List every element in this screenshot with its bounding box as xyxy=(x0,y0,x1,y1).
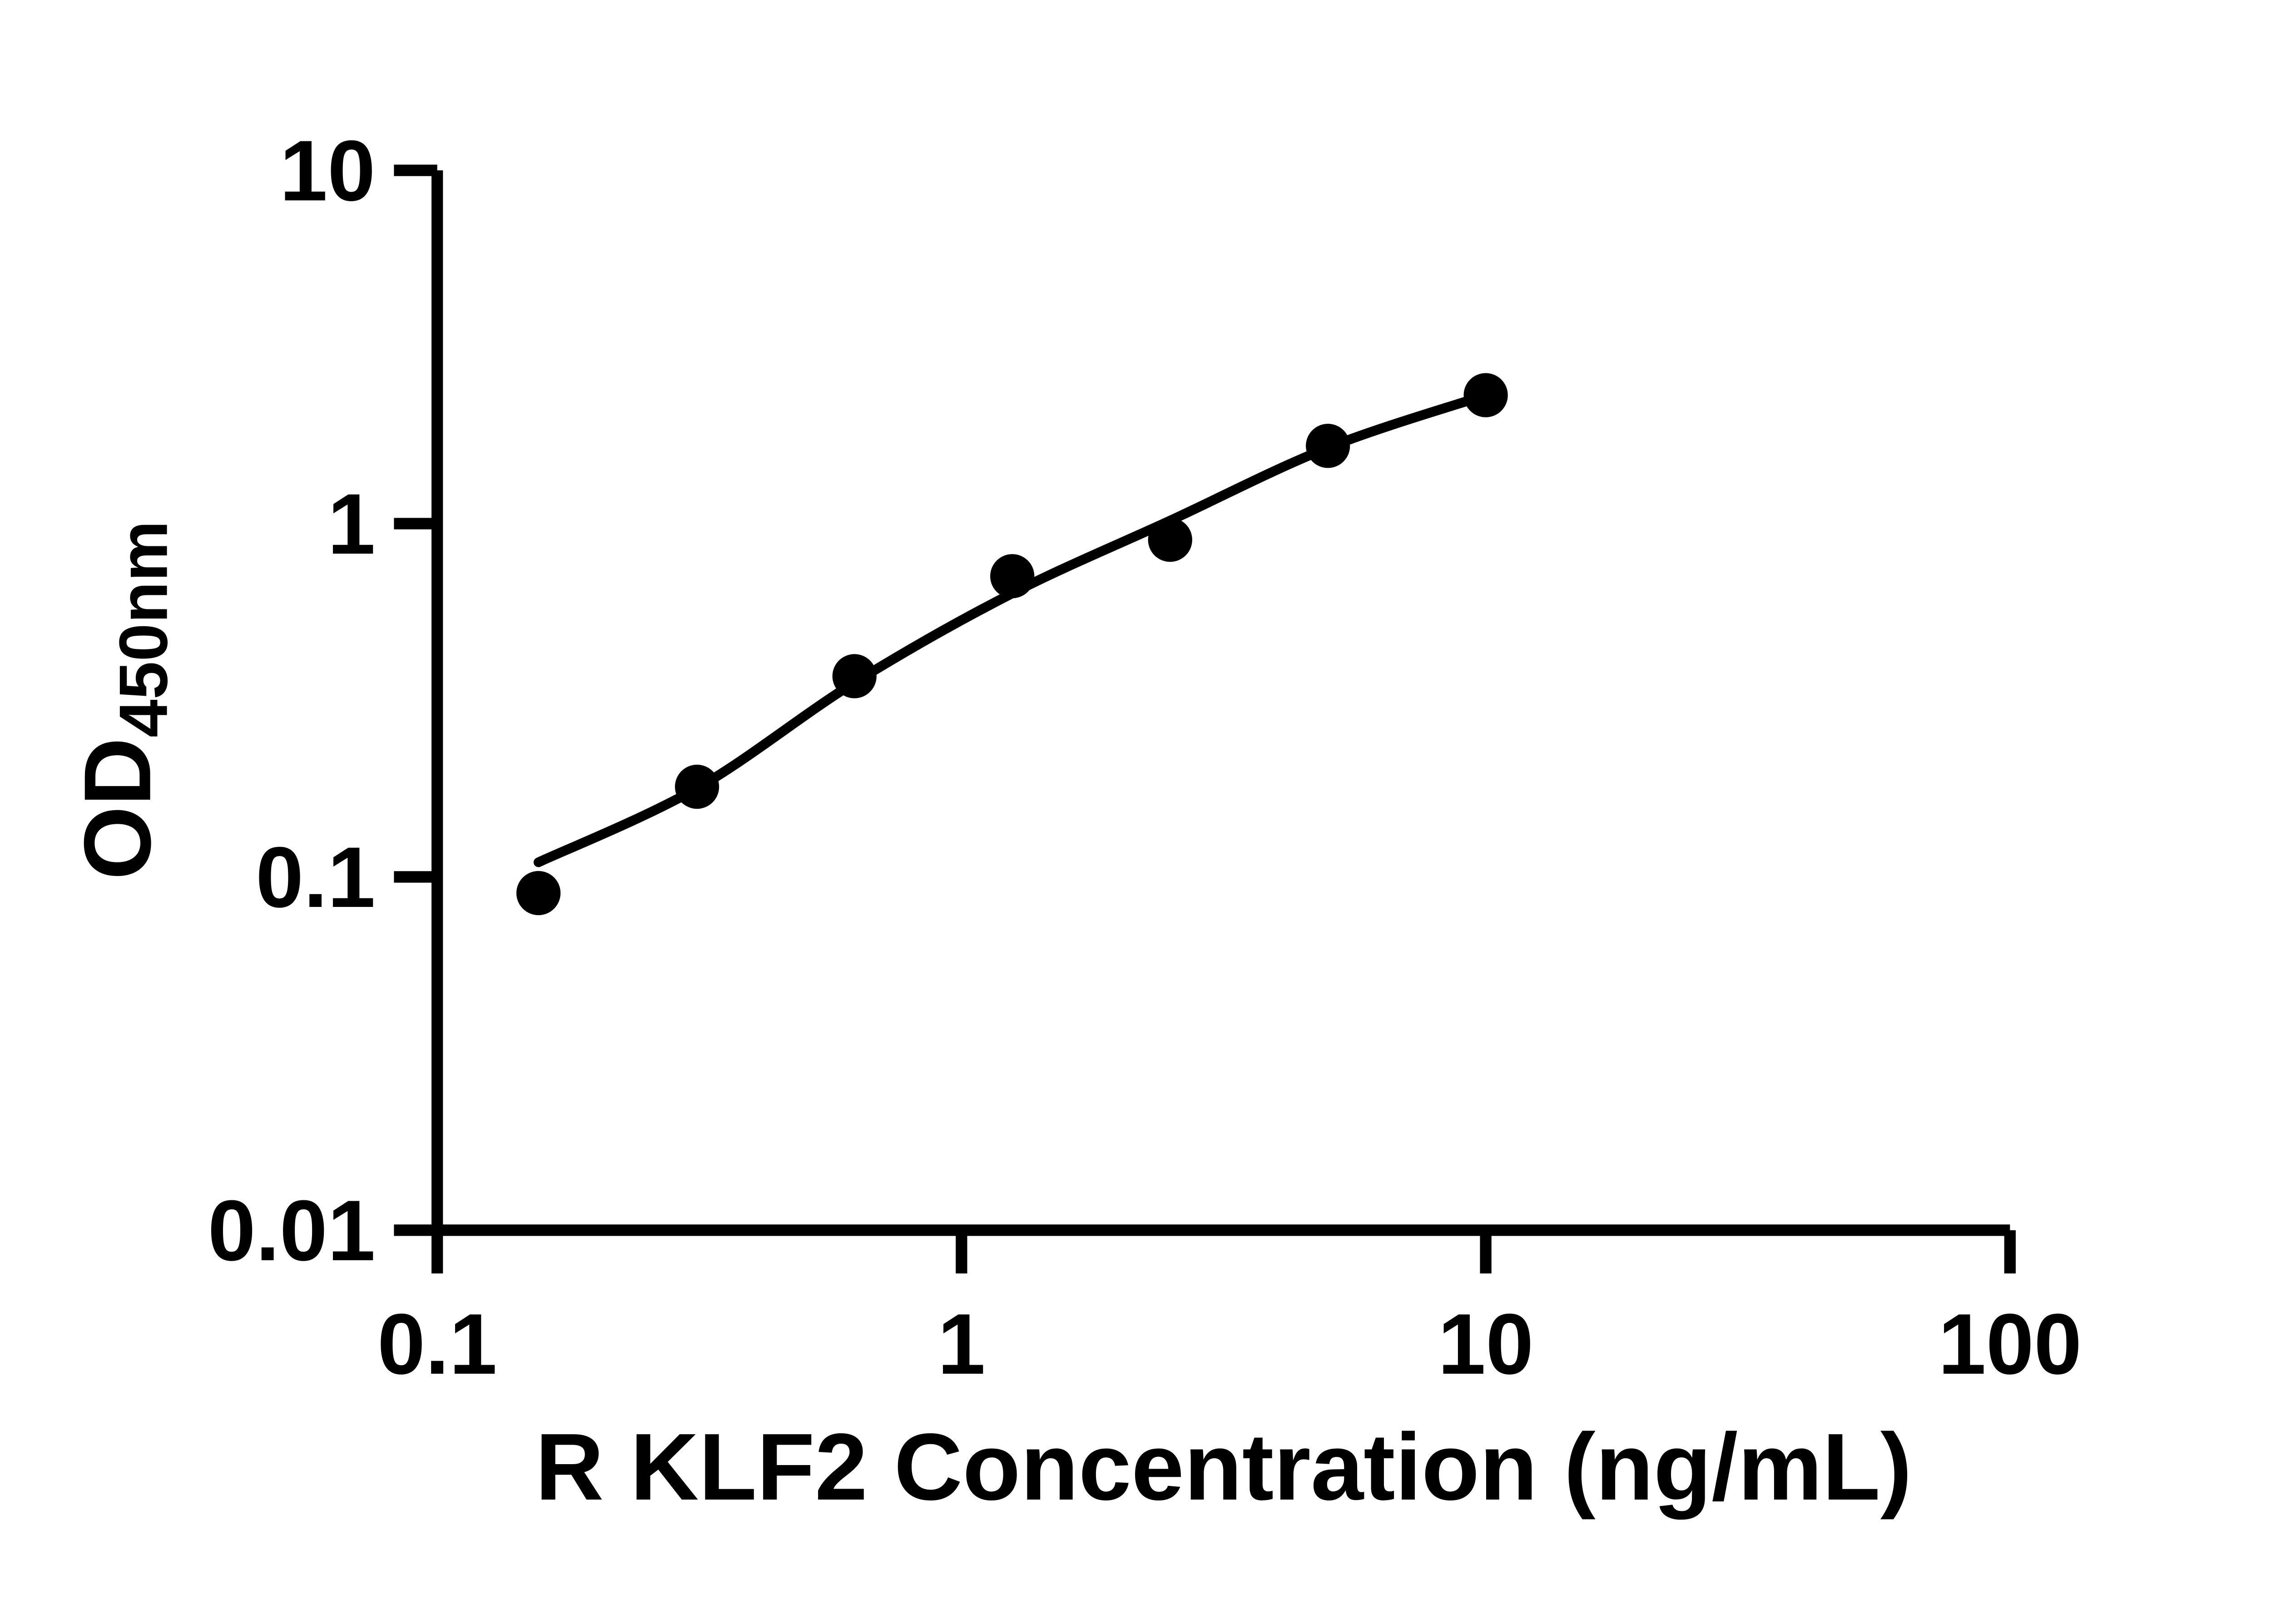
y-axis-title-main: OD xyxy=(65,738,171,880)
x-axis-tick-label: 100 xyxy=(1938,1296,2082,1392)
x-axis-title: R KLF2 Concentration (ng/mL) xyxy=(535,1414,1912,1520)
x-axis-tick-label: 10 xyxy=(1438,1296,1534,1392)
x-axis-tick-label: 0.1 xyxy=(377,1296,497,1392)
data-point xyxy=(674,764,719,809)
data-point xyxy=(832,654,877,698)
data-point xyxy=(990,554,1035,599)
y-axis-title-subscript: 450nm xyxy=(105,520,182,738)
data-point xyxy=(1148,518,1192,562)
y-axis-tick-label: 1 xyxy=(327,476,375,572)
y-axis-title: OD450nm xyxy=(65,520,182,880)
chart-background xyxy=(0,22,2271,1602)
y-axis-tick-label: 0.01 xyxy=(208,1183,375,1279)
y-axis-tick-label: 0.1 xyxy=(256,829,376,926)
data-point xyxy=(1306,424,1350,468)
data-point xyxy=(1463,373,1508,417)
y-axis-tick-label: 10 xyxy=(280,123,376,219)
x-axis-tick-label: 1 xyxy=(937,1296,985,1392)
data-point xyxy=(516,871,561,916)
